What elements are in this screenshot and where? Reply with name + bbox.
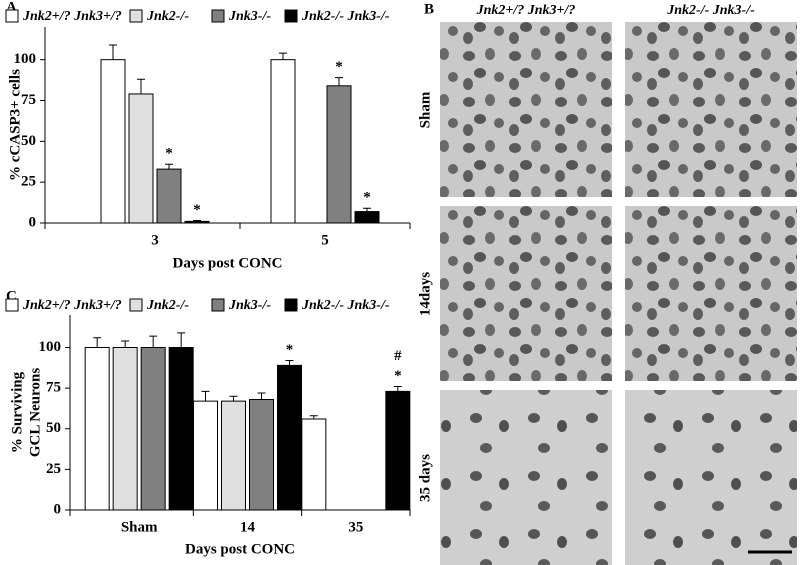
legend-swatch — [211, 9, 225, 23]
bar — [156, 168, 182, 224]
bar — [221, 400, 246, 511]
y-axis-label: % Surviving — [9, 371, 25, 453]
error-bar — [137, 78, 145, 94]
x-tick-label: Sham — [121, 519, 158, 535]
bar — [326, 85, 352, 224]
bar — [354, 211, 380, 224]
annotation: * — [394, 368, 402, 384]
legend-swatch — [129, 9, 143, 23]
micrograph — [625, 22, 797, 197]
bar — [168, 347, 194, 511]
x-axis-label: Days post CONC — [172, 255, 282, 271]
bar — [193, 400, 218, 511]
error-bar — [279, 52, 287, 60]
micrograph — [440, 390, 612, 565]
error-bar — [109, 44, 117, 60]
panel-label: A — [6, 0, 17, 15]
column-header: Jnk2+/? Jnk3+/? — [476, 3, 576, 18]
bar — [112, 347, 138, 511]
error-bar — [257, 392, 266, 400]
annotation: # — [394, 348, 402, 364]
x-tick-label: 5 — [321, 232, 329, 248]
y-tick-label: 25 — [46, 461, 61, 477]
legend-label: Jnk2-/- Jnk3-/- — [301, 9, 390, 24]
row-label: 14days — [417, 272, 433, 316]
legend-swatch — [5, 9, 19, 23]
error-bar — [121, 340, 130, 348]
legend-swatch — [284, 9, 298, 23]
x-tick-label: 14 — [240, 519, 256, 535]
y-tick-label: 75 — [21, 92, 36, 108]
bar — [270, 59, 296, 224]
micrograph — [440, 22, 612, 197]
bar — [100, 59, 126, 224]
micrograph — [625, 390, 797, 565]
row-label: Sham — [417, 91, 433, 128]
y-axis-label: GCL Neurons — [27, 368, 43, 457]
y-tick-label: 75 — [46, 380, 61, 396]
error-bar — [229, 395, 238, 402]
legend-label: Jnk2-/- — [146, 298, 189, 313]
micrograph — [625, 206, 797, 381]
error-bar — [363, 207, 371, 212]
y-tick-label: 0 — [54, 501, 62, 517]
legend-label: Jnk2-/- Jnk3-/- — [301, 298, 390, 313]
bar — [184, 220, 210, 224]
error-bar — [177, 332, 186, 348]
y-tick-label: 0 — [29, 214, 37, 230]
bar — [140, 347, 166, 511]
error-bar — [193, 220, 201, 222]
panel-label: C — [6, 288, 17, 304]
x-tick-label: 3 — [151, 232, 159, 248]
panel-label: B — [424, 1, 434, 17]
bar — [249, 399, 274, 511]
y-tick-label: 100 — [39, 339, 62, 355]
annotation: * — [286, 342, 294, 358]
x-axis-label: Days post CONC — [185, 541, 295, 557]
error-bar — [393, 386, 402, 392]
error-bar — [165, 163, 173, 170]
bar — [84, 347, 110, 511]
error-bar — [285, 360, 294, 366]
error-bar — [93, 337, 102, 348]
annotation: * — [165, 146, 173, 162]
legend-swatch — [129, 298, 143, 312]
legend-label: Jnk3-/- — [228, 9, 271, 24]
error-bar — [309, 415, 318, 419]
legend-label: Jnk2+/? Jnk3+/? — [22, 298, 122, 313]
micrograph — [440, 206, 612, 381]
legend-swatch — [5, 298, 19, 312]
error-bar — [201, 390, 210, 402]
bar — [385, 390, 411, 511]
y-tick-label: 50 — [46, 420, 61, 436]
annotation: * — [335, 59, 343, 75]
column-header: Jnk2-/- Jnk3-/- — [666, 3, 755, 18]
annotation: * — [193, 202, 201, 218]
legend-swatch — [284, 298, 298, 312]
bar — [301, 418, 327, 511]
legend-label: Jnk2-/- — [146, 9, 189, 24]
y-tick-label: 100 — [14, 51, 37, 67]
bar — [277, 364, 302, 511]
annotation: * — [363, 190, 371, 206]
x-tick-label: 35 — [348, 519, 363, 535]
legend-swatch — [211, 298, 225, 312]
error-bar — [149, 335, 158, 348]
legend-label: Jnk2+/? Jnk3+/? — [22, 9, 122, 24]
bar — [128, 93, 154, 224]
panel-b: B Jnk2+/? Jnk3+/? Jnk2-/- Jnk3-/- Sham 1… — [417, 1, 797, 565]
y-tick-label: 25 — [21, 174, 36, 190]
y-axis-label: % cCASP3+ cells — [7, 69, 23, 181]
y-tick-label: 50 — [21, 133, 36, 149]
legend-label: Jnk3-/- — [228, 298, 271, 313]
row-label: 35 days — [417, 454, 433, 502]
error-bar — [335, 77, 343, 86]
